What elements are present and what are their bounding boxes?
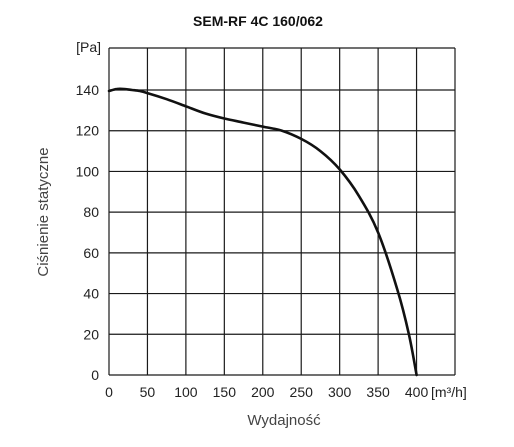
y-tick-label: 20 bbox=[83, 326, 99, 342]
y-tick-label: 0 bbox=[91, 367, 99, 383]
x-tick-label: 150 bbox=[213, 384, 237, 400]
x-tick-label: 50 bbox=[140, 384, 156, 400]
x-tick-label: 0 bbox=[105, 384, 113, 400]
x-tick-label: 400 bbox=[405, 384, 429, 400]
y-tick-label: 40 bbox=[83, 286, 99, 302]
y-tick-label: 100 bbox=[76, 163, 100, 179]
y-tick-label: 60 bbox=[83, 245, 99, 261]
y-axis-unit: [Pa] bbox=[76, 39, 101, 55]
x-tick-label: 200 bbox=[251, 384, 275, 400]
y-tick-label: 80 bbox=[83, 204, 99, 220]
pressure-curve bbox=[107, 87, 418, 377]
tick-labels: 0 50 100 150 200 250 300 350 400 0 20 40 60 80 100 120 1… bbox=[76, 82, 429, 400]
chart-title: SEM-RF 4C 160/062 bbox=[193, 13, 323, 29]
y-axis-label: Ciśnienie statyczne bbox=[35, 147, 52, 276]
x-tick-label: 300 bbox=[328, 384, 352, 400]
x-axis-label: Wydajność bbox=[247, 412, 321, 429]
x-tick-label: 350 bbox=[366, 384, 390, 400]
y-tick-label: 140 bbox=[76, 82, 100, 98]
x-tick-label: 100 bbox=[174, 384, 198, 400]
x-axis-unit: [m³/h] bbox=[431, 384, 467, 400]
y-tick-label: 120 bbox=[76, 123, 100, 139]
x-tick-label: 250 bbox=[290, 384, 314, 400]
